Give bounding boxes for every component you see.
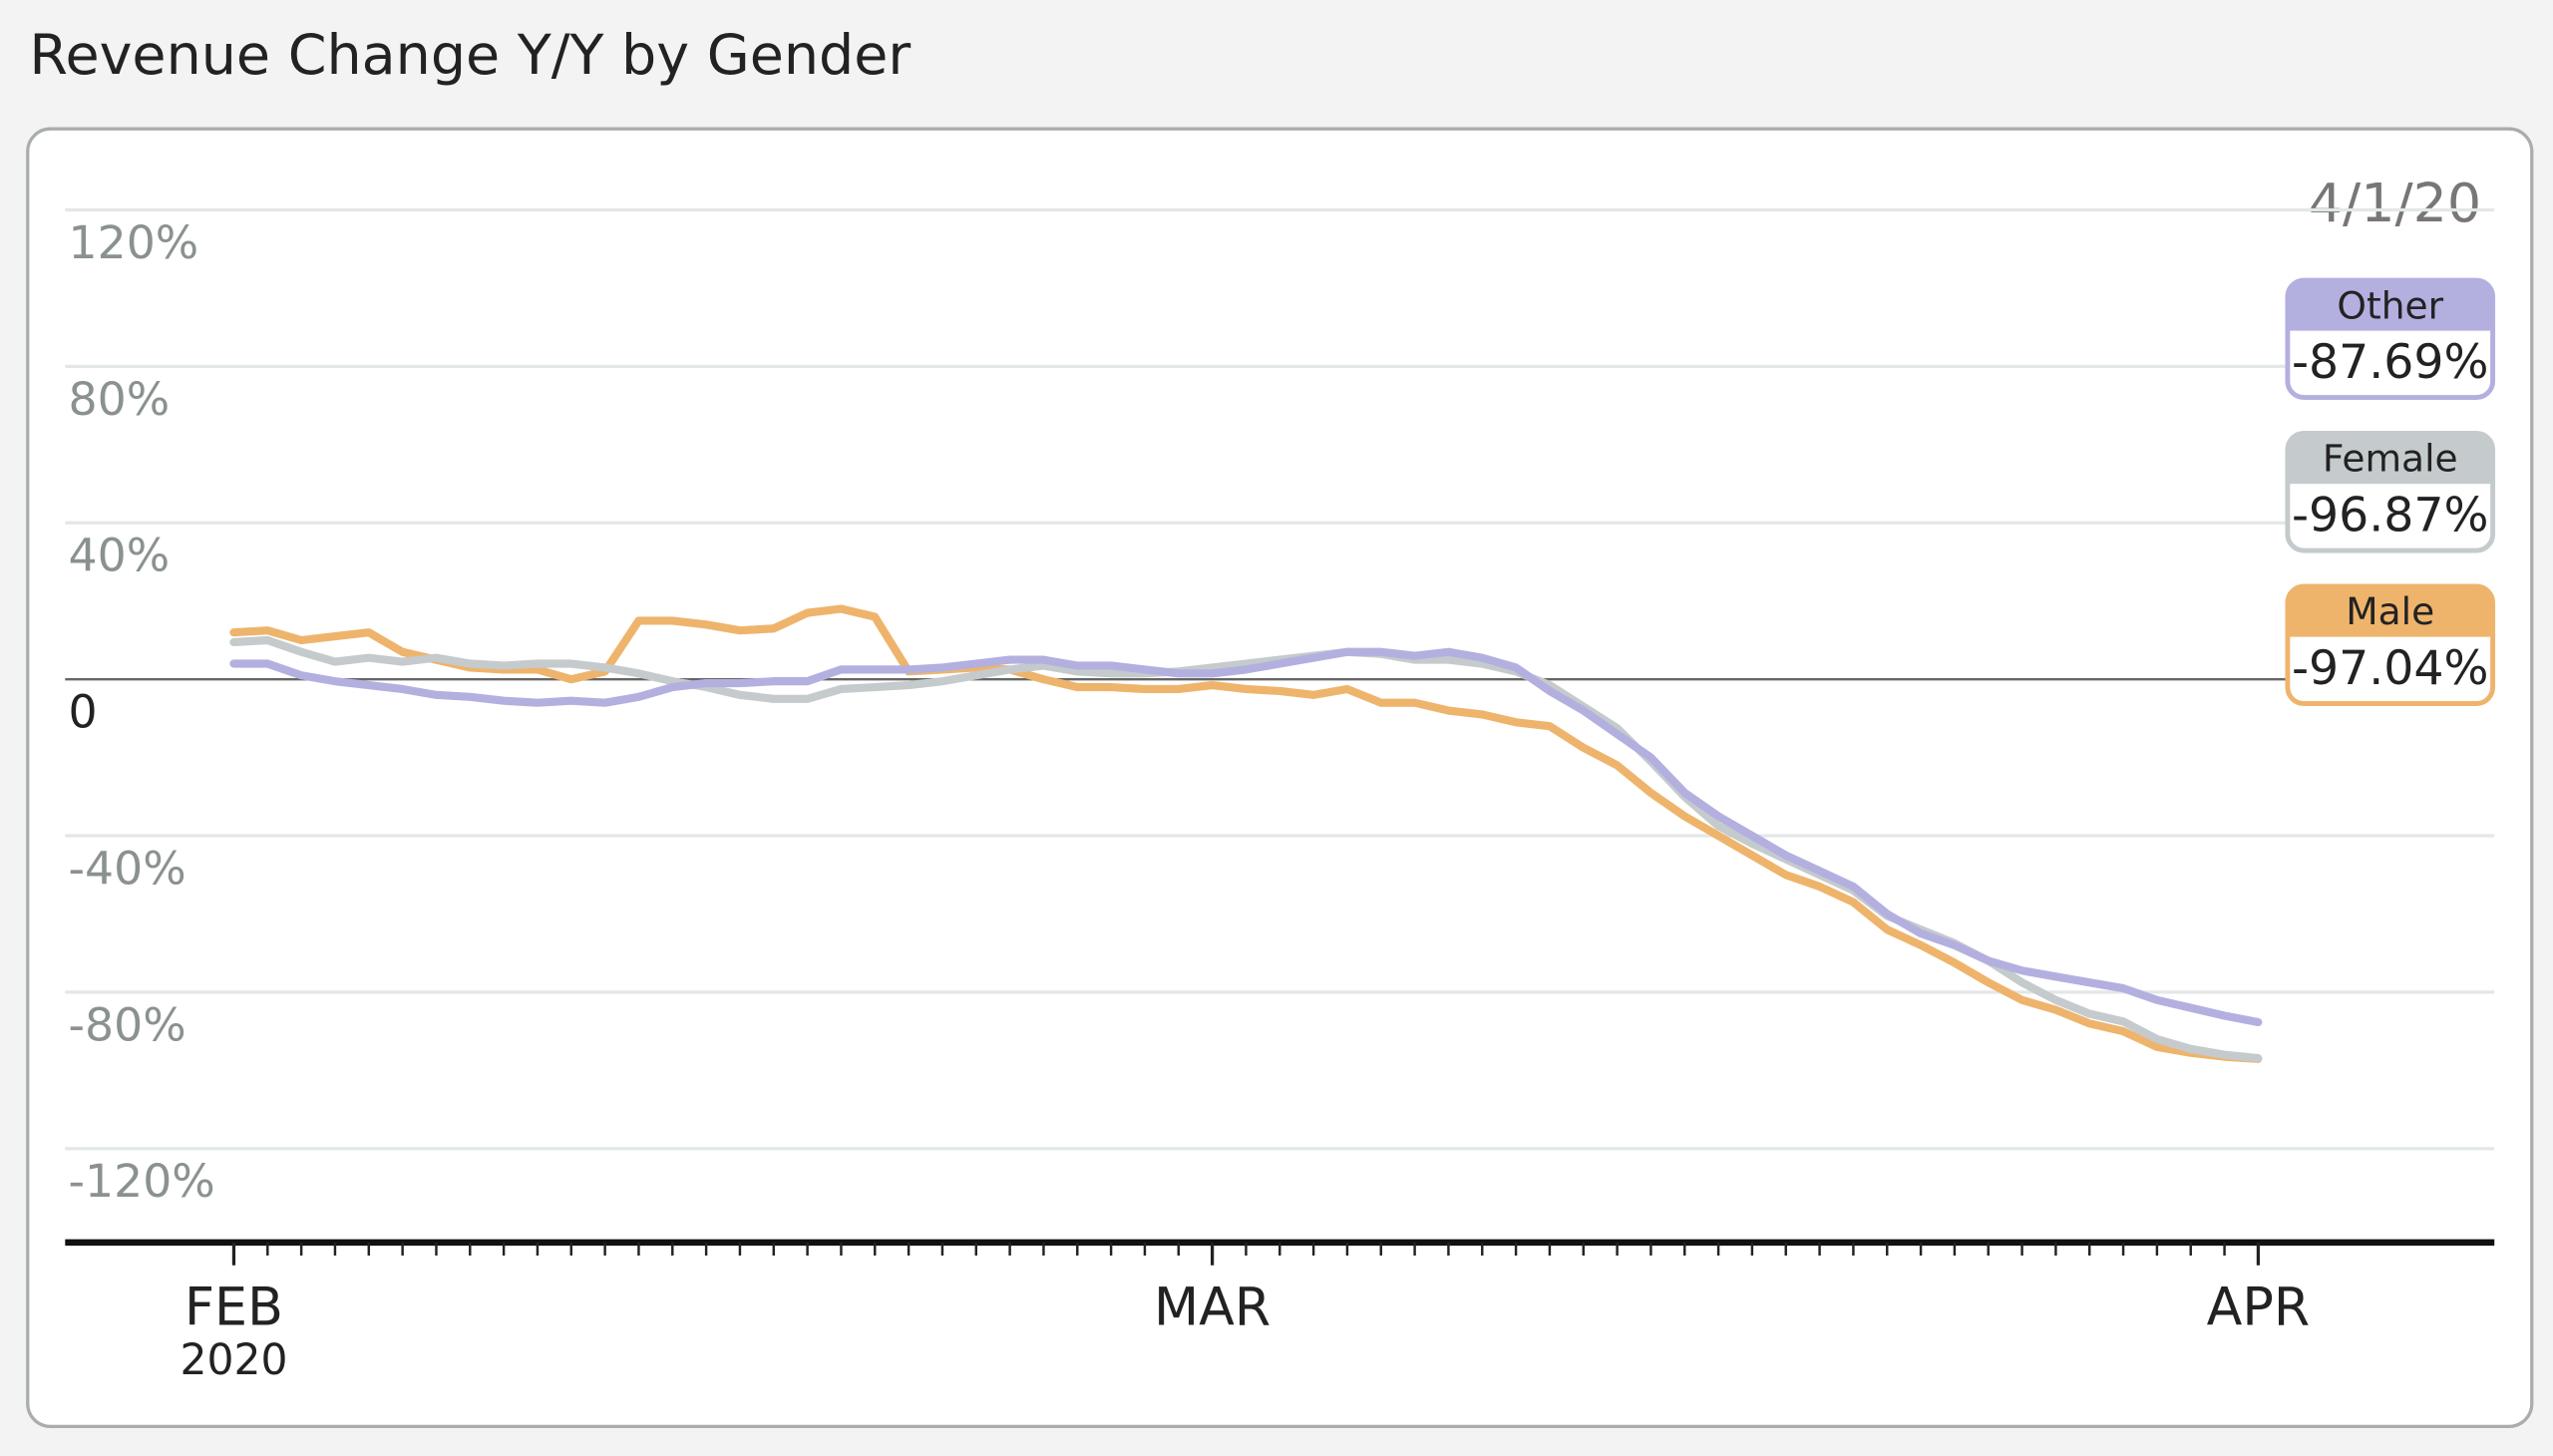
- legend-name: Female: [2323, 437, 2458, 481]
- x-tick-label: MAR: [1154, 1277, 1271, 1337]
- y-tick-label: 0: [69, 686, 98, 739]
- chart-title: Revenue Change Y/Y by Gender: [29, 23, 911, 88]
- legend-value: -87.69%: [2292, 335, 2489, 390]
- y-tick-label: -80%: [69, 998, 186, 1051]
- y-tick-label: -40%: [69, 842, 186, 895]
- legend-name: Other: [2337, 283, 2443, 327]
- legend-name: Male: [2346, 589, 2434, 633]
- date-label: 4/1/20: [2309, 172, 2481, 234]
- x-tick-label: FEB: [184, 1277, 283, 1337]
- legend-header: [2287, 280, 2493, 331]
- legend-header: [2287, 433, 2493, 485]
- chart-panel: [26, 127, 2534, 1429]
- x-tick-label: APR: [2207, 1277, 2311, 1337]
- y-tick-label: 120%: [69, 216, 199, 269]
- x-year-label: 2020: [180, 1336, 287, 1385]
- legend-value: -97.04%: [2292, 641, 2489, 696]
- series-line: [229, 604, 2263, 1063]
- legend-header: [2287, 585, 2493, 637]
- y-tick-label: 40%: [69, 530, 171, 582]
- y-tick-label: -120%: [69, 1155, 215, 1208]
- series-line: [229, 647, 2263, 1027]
- y-tick-label: 80%: [69, 373, 171, 426]
- legend-value: -96.87%: [2292, 488, 2489, 543]
